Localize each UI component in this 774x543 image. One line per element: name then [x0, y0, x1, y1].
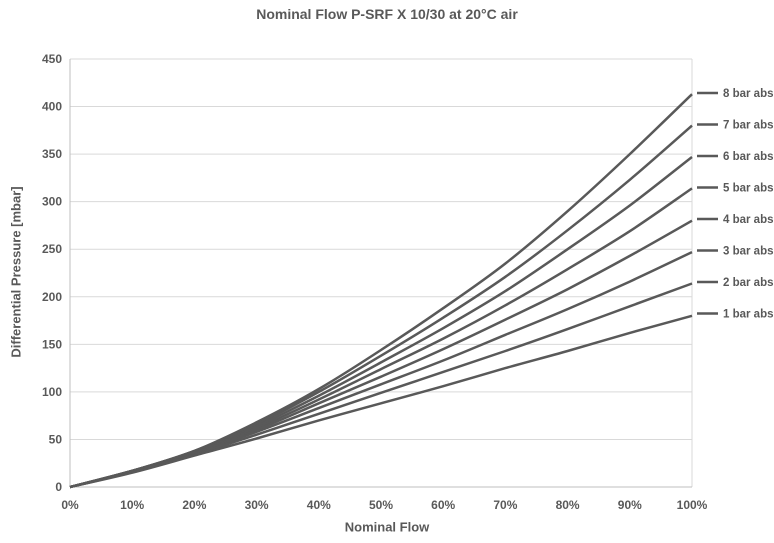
legend-label: 5 bar abs: [723, 183, 774, 195]
y-tick-label: 250: [42, 242, 62, 256]
legend-label: 4 bar abs: [723, 214, 774, 226]
y-tick-label: 400: [42, 100, 62, 114]
x-tick-label: 0%: [61, 498, 79, 512]
y-tick-label: 0: [55, 480, 62, 494]
legend-label: 1 bar abs: [723, 309, 774, 321]
series-line: [69, 93, 693, 489]
x-tick-label: 60%: [431, 498, 455, 512]
x-tick-label: 80%: [556, 498, 580, 512]
x-tick-label: 70%: [493, 498, 517, 512]
x-tick-label: 90%: [618, 498, 642, 512]
series-line: [69, 314, 693, 489]
legend-label: 7 bar abs: [723, 120, 774, 132]
y-tick-label: 200: [42, 290, 62, 304]
x-tick-label: 30%: [245, 498, 269, 512]
legend-label: 2 bar abs: [723, 277, 774, 289]
y-tick-label: 300: [42, 195, 62, 209]
y-tick-label: 100: [42, 385, 62, 399]
legend-label: 3 bar abs: [723, 246, 774, 258]
y-tick-label: 350: [42, 147, 62, 161]
y-tick-label: 50: [49, 432, 63, 446]
x-tick-label: 10%: [120, 498, 144, 512]
legend-label: 8 bar abs: [723, 88, 774, 100]
series-line: [69, 187, 693, 489]
x-tick-label: 20%: [182, 498, 206, 512]
y-tick-label: 450: [42, 52, 62, 66]
series-line: [69, 219, 693, 489]
x-tick-label: 50%: [369, 498, 393, 512]
x-tick-label: 40%: [307, 498, 331, 512]
chart-title: Nominal Flow P-SRF X 10/30 at 20°C air: [256, 6, 518, 22]
series-line: [69, 124, 693, 489]
y-axis-title: Differential Pressure [mbar]: [8, 186, 24, 358]
x-axis-title: Nominal Flow: [344, 519, 430, 535]
y-tick-label: 150: [42, 337, 62, 351]
legend-label: 6 bar abs: [723, 151, 774, 163]
x-tick-label: 100%: [677, 498, 708, 512]
